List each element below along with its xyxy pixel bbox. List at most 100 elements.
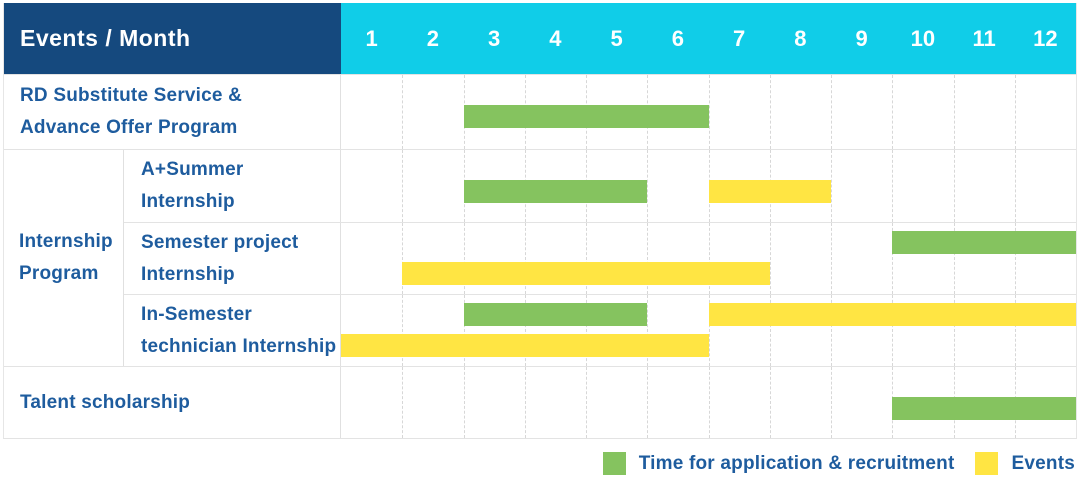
month-gridline <box>524 295 526 366</box>
label-line: technician Internship <box>141 335 337 357</box>
month-gridline <box>831 295 832 366</box>
month-gridline <box>953 75 955 149</box>
label-line: Talent scholarship <box>20 391 191 413</box>
row-label-talent-scholarship: Talent scholarship <box>4 367 341 438</box>
internship-subrows: A+Summer Internship Semester project Inter… <box>124 150 1076 366</box>
legend-item: Time for application & recruitment <box>602 452 955 475</box>
month-gridline <box>892 295 894 366</box>
table-row-in-semester: In-Semester technician Internship <box>124 294 1076 366</box>
month-gridline <box>524 367 526 438</box>
month-gridline <box>647 367 649 438</box>
month-label: 7 <box>733 25 746 51</box>
month-gridline <box>708 295 710 366</box>
table-row-rd-substitute: RD Substitute Service & Advance Offer Pro… <box>4 74 1076 149</box>
legend: Time for application & recruitment Events <box>602 452 1075 475</box>
month-gridline <box>953 150 955 222</box>
month-label: 10 <box>910 25 936 51</box>
month-gridline <box>524 223 526 294</box>
month-gridline <box>463 223 465 294</box>
month-gridline <box>708 75 710 149</box>
row-chart-area <box>341 367 1076 438</box>
month-gridline <box>586 295 587 366</box>
gantt-bar-green <box>463 303 648 326</box>
month-gridline <box>647 295 649 366</box>
month-gridline <box>831 75 832 149</box>
gantt-bar-yellow <box>402 262 770 285</box>
month-label: 2 <box>426 25 439 51</box>
label-line: Internship <box>141 191 235 212</box>
month-label: 4 <box>549 25 562 51</box>
label-line: Program <box>19 263 99 284</box>
label-line: Advance Offer Program <box>20 117 238 138</box>
month-gridline <box>769 223 771 294</box>
month-gridline <box>1014 150 1016 222</box>
month-gridline <box>647 223 649 294</box>
group-label-internship-program: Internship Program <box>4 150 124 366</box>
month-gridline <box>1014 295 1016 366</box>
month-gridline <box>831 150 832 222</box>
legend-item: Events <box>975 452 1075 475</box>
label-line: Semester project <box>141 231 299 253</box>
month-gridline <box>892 75 894 149</box>
month-label: 12 <box>1033 25 1058 51</box>
internship-program-group-row: Internship Program A+Summer Internship Sem… <box>4 149 1076 366</box>
label-line: Internship <box>141 263 235 285</box>
month-header-strip: 1 2 3 4 5 6 7 8 9 10 11 12 <box>341 3 1076 74</box>
month-gridline <box>647 150 649 222</box>
table-row-semester-project: Semester project Internship <box>124 222 1076 294</box>
month-label: 9 <box>855 25 868 51</box>
month-gridline <box>402 367 404 438</box>
month-gridline <box>463 367 465 438</box>
label-line: Internship <box>19 231 113 252</box>
row-chart-area <box>341 150 1076 222</box>
row-chart-area <box>341 223 1076 294</box>
row-label-a-summer: A+Summer Internship <box>124 150 341 222</box>
month-gridline <box>1014 75 1016 149</box>
month-gridline <box>769 75 771 149</box>
events-month-header: Events / Month <box>4 3 341 74</box>
month-gridline <box>463 295 465 366</box>
table-header-row: Events / Month 1 2 3 4 5 6 7 8 9 10 11 12 <box>4 3 1076 74</box>
gantt-bar-green <box>463 105 709 128</box>
month-gridline <box>892 223 894 294</box>
month-gridline <box>402 223 404 294</box>
month-gridline <box>586 223 587 294</box>
legend-swatch-yellow <box>975 452 999 475</box>
gantt-bar-yellow <box>341 334 709 357</box>
gantt-bar-yellow <box>708 303 1076 326</box>
row-label-rd-substitute: RD Substitute Service & Advance Offer Pro… <box>4 75 341 149</box>
row-label-semester-project: Semester project Internship <box>124 223 341 294</box>
month-gridline <box>892 150 894 222</box>
gantt-bar-yellow <box>708 180 831 203</box>
label-line: A+Summer <box>141 159 244 180</box>
schedule-table: Events / Month 1 2 3 4 5 6 7 8 9 10 11 12 RD Substi… <box>3 3 1077 439</box>
legend-label: Time for application & recruitment <box>638 452 955 474</box>
month-gridline <box>953 295 955 366</box>
month-gridline <box>1014 223 1016 294</box>
month-label: 1 <box>365 25 378 51</box>
label-line: In-Semester <box>141 303 252 325</box>
month-gridline <box>402 295 404 366</box>
month-label: 6 <box>671 25 684 51</box>
label-line: RD Substitute Service & <box>20 85 243 106</box>
gantt-bar-green <box>892 397 1076 420</box>
month-gridline <box>769 367 771 438</box>
table-row-talent-scholarship: Talent scholarship <box>4 366 1076 438</box>
row-chart-area <box>341 295 1076 366</box>
month-gridline <box>831 223 832 294</box>
row-label-in-semester: In-Semester technician Internship <box>124 295 341 366</box>
month-gridline <box>831 367 832 438</box>
month-label: 11 <box>972 25 996 51</box>
row-chart-area <box>341 75 1076 149</box>
month-label: 5 <box>610 25 623 51</box>
gantt-bar-green <box>892 231 1076 254</box>
legend-label: Events <box>1011 452 1075 474</box>
table-row-a-summer: A+Summer Internship <box>124 150 1076 222</box>
gantt-bar-green <box>463 180 648 203</box>
month-label: 3 <box>488 25 501 51</box>
month-gridline <box>708 223 710 294</box>
legend-swatch-green <box>602 452 626 475</box>
month-gridline <box>953 223 955 294</box>
month-gridline <box>402 150 404 222</box>
